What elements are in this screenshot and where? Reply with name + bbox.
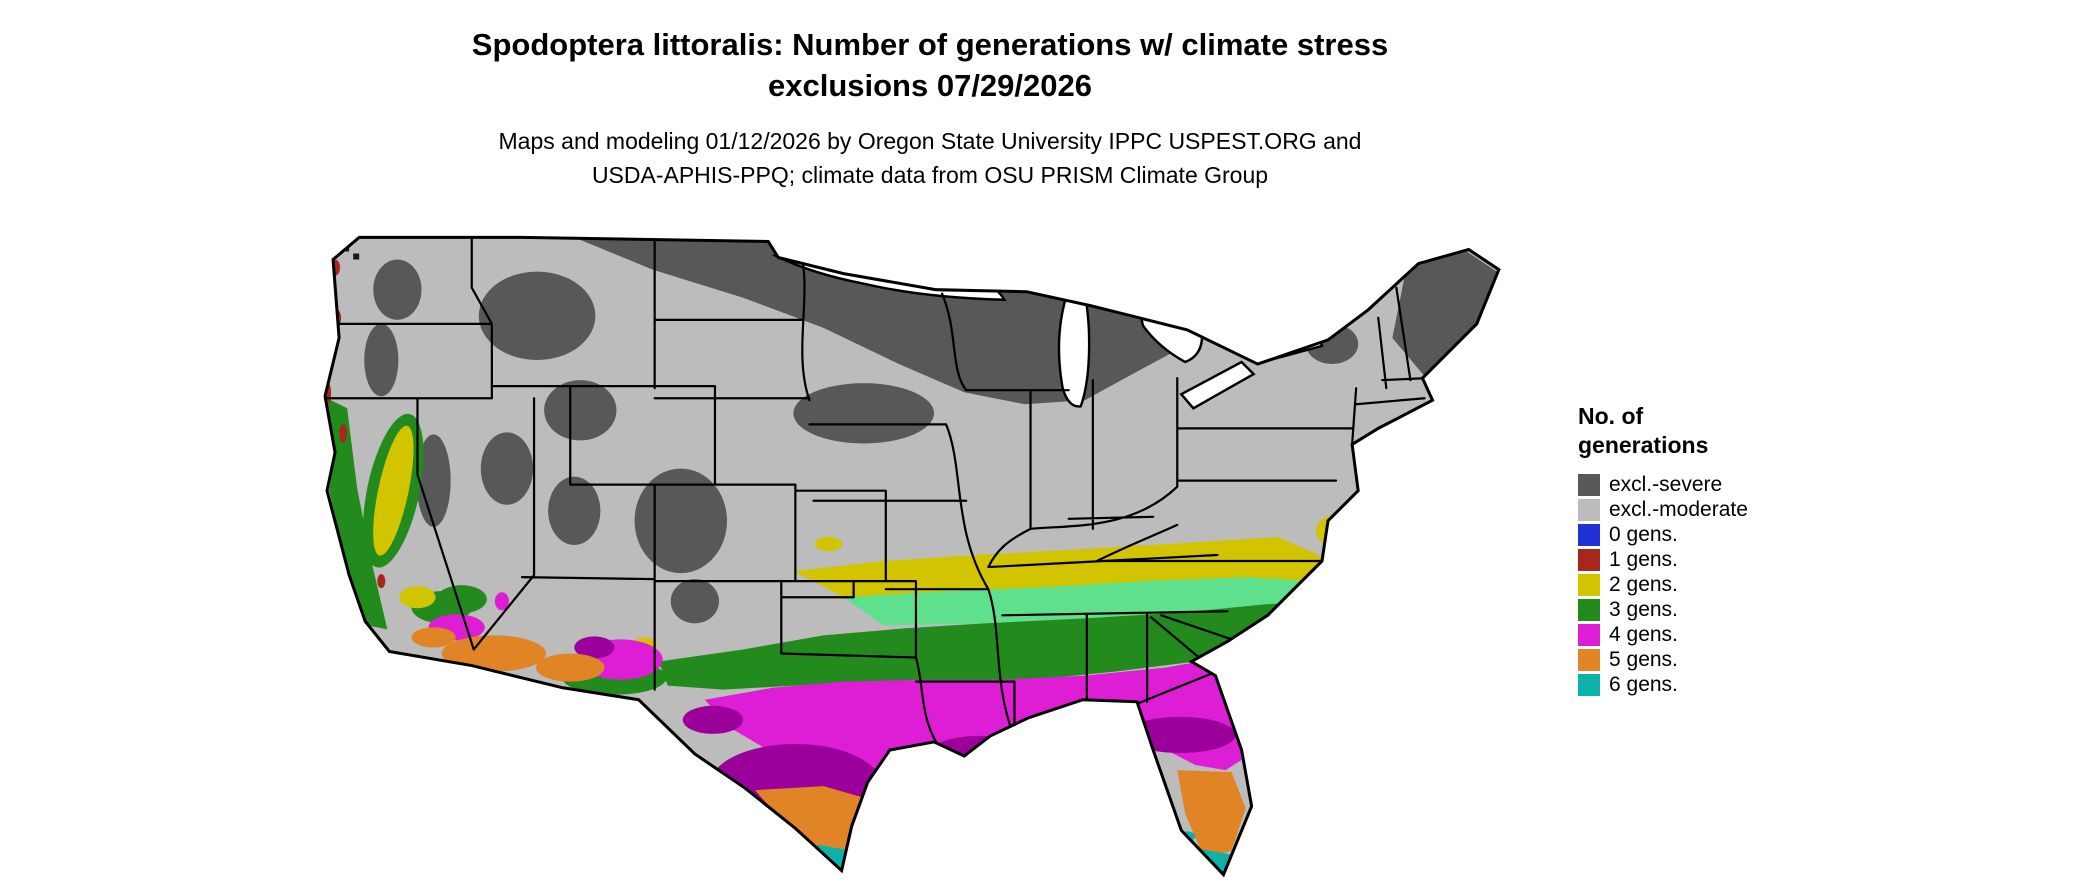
legend-item: 1 gens. <box>1578 547 1748 572</box>
page-subtitle-line2: USDA-APHIS-PPQ; climate data from OSU PR… <box>591 162 1269 188</box>
legend-label: 6 gens. <box>1609 672 1678 696</box>
legend-title: No. of generations <box>1578 402 1748 460</box>
legend-item: 2 gens. <box>1578 572 1748 597</box>
region-5-gens <box>411 627 1246 863</box>
legend-swatch <box>1578 598 1600 621</box>
map-header: Spodoptera littoralis: Number of generat… <box>0 24 1860 192</box>
legend-item: excl.-severe <box>1578 472 1748 497</box>
legend-title-line2: generations <box>1578 432 1709 458</box>
legend-swatch <box>1578 473 1600 496</box>
legend-swatch <box>1578 623 1600 646</box>
legend-label: 5 gens. <box>1609 647 1678 671</box>
state-borders <box>325 237 1428 744</box>
legend-label: 3 gens. <box>1609 597 1678 621</box>
legend-item: excl.-moderate <box>1578 497 1748 522</box>
region-6-gens <box>817 831 1232 875</box>
legend-label: 1 gens. <box>1609 547 1678 571</box>
legend-swatch <box>1578 498 1600 521</box>
region-excl-severe <box>364 237 1497 624</box>
legend-item: 3 gens. <box>1578 597 1748 622</box>
legend-item: 6 gens. <box>1578 672 1748 697</box>
legend-item: 0 gens. <box>1578 522 1748 547</box>
legend-swatch <box>1578 548 1600 571</box>
lake-michigan <box>1057 284 1091 408</box>
us-outline <box>323 235 1501 878</box>
legend-label: excl.-moderate <box>1609 497 1748 521</box>
legend-title-line1: No. of <box>1578 403 1644 429</box>
legend-items: excl.-severe excl.-moderate 0 gens. 1 ge… <box>1578 472 1748 697</box>
legend-item: 4 gens. <box>1578 622 1748 647</box>
page-title-line2: exclusions 07/29/2026 <box>767 68 1092 103</box>
page-subtitle-line1: Maps and modeling 01/12/2026 by Oregon S… <box>498 128 1362 154</box>
us-generations-map <box>321 226 1527 882</box>
map-legend: No. of generations excl.-severe excl.-mo… <box>1578 402 1748 697</box>
page-title-line1: Spodoptera littoralis: Number of generat… <box>471 27 1389 62</box>
lake-erie <box>1179 360 1256 410</box>
legend-label: 0 gens. <box>1609 522 1678 546</box>
page-subtitle: Maps and modeling 01/12/2026 by Oregon S… <box>0 124 1860 192</box>
legend-swatch <box>1578 648 1600 671</box>
us-map-svg <box>323 235 1501 878</box>
legend-label: excl.-severe <box>1609 472 1723 496</box>
legend-label: 4 gens. <box>1609 622 1678 646</box>
legend-swatch <box>1578 523 1600 546</box>
legend-swatch <box>1578 673 1600 696</box>
legend-swatch <box>1578 573 1600 596</box>
legend-label: 2 gens. <box>1609 572 1678 596</box>
legend-item: 5 gens. <box>1578 647 1748 672</box>
